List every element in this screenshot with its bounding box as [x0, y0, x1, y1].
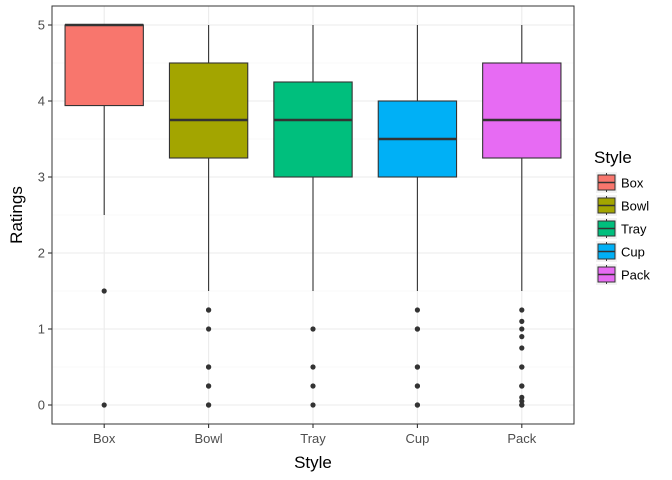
outlier-point	[519, 383, 525, 389]
outlier-point	[206, 364, 212, 370]
legend-label: Tray	[621, 222, 647, 237]
outlier-point	[310, 364, 316, 370]
legend-label: Cup	[621, 245, 645, 260]
outlier-point	[414, 364, 420, 370]
legend-item-bowl: Bowl	[596, 195, 649, 216]
box-body	[273, 81, 353, 178]
legend-label: Box	[621, 176, 644, 191]
outlier-point	[519, 334, 525, 340]
y-tick-label: 2	[38, 246, 45, 261]
y-tick-label: 4	[38, 94, 45, 109]
outlier-point	[310, 402, 316, 408]
legend-item-box: Box	[596, 172, 644, 193]
box-body	[482, 62, 562, 159]
outlier-point	[519, 307, 525, 313]
y-tick-label: 3	[38, 170, 45, 185]
outlier-point	[519, 364, 525, 370]
legend: Style Box Bowl Tray Cup Pack	[594, 148, 650, 285]
y-axis-title: Ratings	[7, 186, 26, 244]
x-tick-label: Bowl	[195, 431, 223, 446]
outlier-point	[519, 398, 525, 404]
outlier-point	[519, 345, 525, 351]
box-pack	[482, 25, 562, 408]
box-body	[168, 62, 249, 159]
outlier-point	[206, 326, 212, 332]
legend-item-pack: Pack	[596, 264, 650, 285]
box-cup	[377, 25, 458, 408]
box-box	[64, 23, 144, 408]
box-plots	[64, 23, 562, 408]
y-tick-label: 5	[38, 18, 45, 33]
outlier-point	[101, 402, 107, 408]
outlier-point	[519, 402, 525, 408]
box-bowl	[168, 25, 249, 408]
y-tick-label: 1	[38, 322, 45, 337]
x-axis-title: Style	[294, 453, 332, 472]
legend-label: Pack	[621, 268, 650, 283]
x-tick-label: Tray	[300, 431, 326, 446]
legend-item-tray: Tray	[596, 218, 647, 239]
legend-label: Bowl	[621, 199, 649, 214]
x-tick-label: Box	[93, 431, 116, 446]
outlier-point	[519, 394, 525, 400]
outlier-point	[519, 326, 525, 332]
outlier-point	[206, 383, 212, 389]
x-tick-label: Pack	[507, 431, 536, 446]
outlier-point	[519, 318, 525, 324]
x-tick-label: Cup	[405, 431, 429, 446]
y-tick-label: 0	[38, 398, 45, 413]
outlier-point	[414, 383, 420, 389]
outlier-point	[206, 402, 212, 408]
legend-item-cup: Cup	[596, 241, 645, 262]
outlier-point	[206, 307, 212, 313]
axes: 0 1 2 3 4 5 Box Bowl Tray Cup Pack	[38, 18, 537, 447]
legend-title: Style	[594, 148, 632, 167]
outlier-point	[414, 402, 420, 408]
outlier-point	[414, 326, 420, 332]
box-body	[64, 24, 144, 107]
outlier-point	[414, 307, 420, 313]
outlier-point	[310, 383, 316, 389]
box-tray	[273, 25, 353, 408]
outlier-point	[101, 288, 107, 294]
outlier-point	[310, 326, 316, 332]
